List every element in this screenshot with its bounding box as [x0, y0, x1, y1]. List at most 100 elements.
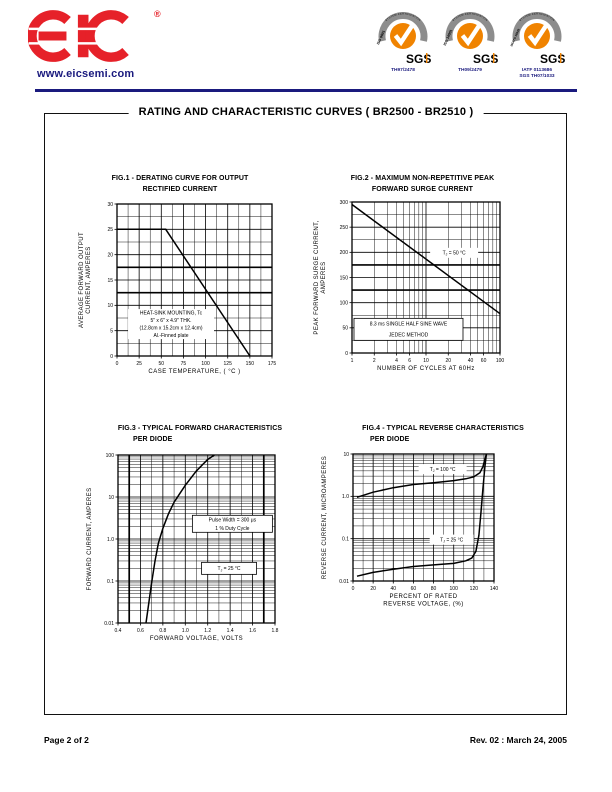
fig2-title-line2: FORWARD SURGE CURRENT	[371, 185, 474, 193]
svg-text:50: 50	[342, 326, 348, 332]
header-divider	[35, 89, 577, 92]
svg-text:NUMBER OF CYCLES AT 60Hz: NUMBER OF CYCLES AT 60Hz	[377, 366, 475, 372]
svg-text:0: 0	[352, 586, 355, 592]
svg-text:4: 4	[395, 358, 398, 364]
svg-text:0.1: 0.1	[107, 579, 114, 585]
fig4-title-line1: FIG.4 - TYPICAL REVERSE CHARACTERISTICS	[362, 425, 524, 432]
svg-text:0: 0	[116, 361, 119, 367]
svg-text:0.01: 0.01	[104, 621, 114, 627]
svg-text:AMPERES: AMPERES	[321, 261, 327, 293]
svg-text:PERCENT OF RATED: PERCENT OF RATED	[389, 594, 457, 600]
svg-text:1.0: 1.0	[182, 628, 189, 634]
page-number: Page 2 of 2	[44, 735, 89, 745]
eic-logo	[28, 10, 138, 62]
svg-text:AVERAGE FORWARD OUTPUT: AVERAGE FORWARD OUTPUT	[79, 232, 85, 328]
svg-text:CURRENT, AMPERES: CURRENT, AMPERES	[86, 246, 92, 313]
svg-text:60: 60	[411, 586, 417, 592]
fig4-reverse-characteristics-chart: TJ = 100 °C TJ = 25 °C 0 20 40 60 80 100 120 140 0…	[322, 452, 499, 608]
svg-text:10: 10	[343, 452, 349, 458]
svg-text:40: 40	[468, 358, 474, 364]
fig1-derating-chart: HEAT-SINK MOUNTING, Tc5" x 6" x 4.9" THK…	[79, 202, 277, 375]
svg-text:60: 60	[481, 358, 487, 364]
svg-text:ISO 14001: ISO 14001	[443, 29, 454, 46]
svg-text:1.0: 1.0	[107, 537, 114, 543]
svg-text:0.4: 0.4	[115, 628, 122, 634]
sgs-badge-iso-ts16949: SYSTEM CERTIFICATION ISO/TS 16949 SGS IATF…	[506, 5, 568, 80]
badge-caption: TH97/2478	[391, 68, 415, 73]
svg-text:200: 200	[340, 250, 349, 256]
svg-text:6: 6	[408, 358, 411, 364]
svg-text:1.0: 1.0	[342, 494, 349, 500]
svg-text:20: 20	[370, 586, 376, 592]
svg-text:100: 100	[450, 586, 459, 592]
svg-text:5: 5	[110, 328, 113, 334]
svg-text:175: 175	[268, 361, 277, 367]
svg-text:0: 0	[110, 354, 113, 360]
sgs-badge-iso9001: SYSTEM CERTIFICATION ISO 9001 SGS TH97/247…	[372, 5, 434, 74]
svg-text:1.4: 1.4	[227, 628, 234, 634]
svg-text:75: 75	[181, 361, 187, 367]
svg-text:SGS: SGS	[473, 52, 498, 66]
svg-text:100: 100	[340, 300, 349, 306]
svg-text:SGS: SGS	[540, 52, 565, 66]
svg-text:0.01: 0.01	[339, 579, 349, 585]
svg-text:80: 80	[431, 586, 437, 592]
svg-text:10: 10	[108, 495, 114, 501]
svg-text:300: 300	[340, 200, 349, 206]
svg-text:JEDEC METHOD: JEDEC METHOD	[389, 333, 429, 339]
svg-text:50: 50	[159, 361, 165, 367]
fig3-title-line1: FIG.3 - TYPICAL FORWARD CHARACTERISTICS	[117, 425, 283, 432]
svg-text:30: 30	[107, 202, 113, 208]
fig2-title: FIG.2 - MAXIMUM NON-REPETITIVE PEAK FORW…	[320, 174, 525, 195]
svg-text:CASE TEMPERATURE, ( °C ): CASE TEMPERATURE, ( °C )	[148, 369, 240, 375]
svg-text:REVERSE VOLTAGE, (%): REVERSE VOLTAGE, (%)	[383, 602, 463, 608]
website-url: www.eicsemi.com	[37, 68, 135, 80]
badge-caption: SGS TH07/1033	[519, 73, 555, 79]
badge-caption: IATF 0113686	[521, 68, 553, 73]
svg-text:TJ = 25 °C: TJ = 25 °C	[218, 566, 241, 572]
svg-text:10: 10	[107, 303, 113, 309]
svg-text:FORWARD VOLTAGE, VOLTS: FORWARD VOLTAGE, VOLTS	[150, 636, 243, 642]
svg-text:TJ = 100 °C: TJ = 100 °C	[430, 467, 456, 473]
fig2-title-line1: FIG.2 - MAXIMUM NON-REPETITIVE PEAK	[350, 175, 495, 182]
svg-text:150: 150	[246, 361, 255, 367]
fig3-title-line2: PER DIODE	[133, 435, 173, 443]
svg-text:100: 100	[201, 361, 210, 367]
svg-text:125: 125	[224, 361, 233, 367]
svg-text:REVERSE CURRENT, MICROAMPERES: REVERSE CURRENT, MICROAMPERES	[322, 456, 328, 579]
svg-text:2: 2	[373, 358, 376, 364]
svg-text:1.8: 1.8	[272, 628, 279, 634]
svg-text:15: 15	[107, 278, 113, 284]
svg-text:20: 20	[445, 358, 451, 364]
svg-text:PEAK FORWARD SURGE CURRENT,: PEAK FORWARD SURGE CURRENT,	[314, 220, 320, 334]
svg-text:1.6: 1.6	[249, 628, 256, 634]
svg-text:TJ = 25 °C: TJ = 25 °C	[440, 537, 463, 543]
svg-text:10: 10	[423, 358, 429, 364]
svg-text:25: 25	[107, 227, 113, 233]
svg-text:SGS: SGS	[406, 52, 431, 66]
sgs-badge-iso14001: SYSTEM CERTIFICATION ISO 14001 SGS TH09/24…	[439, 5, 501, 74]
svg-text:(12.8cm x 15.2cm x 12.4cm): (12.8cm x 15.2cm x 12.4cm)	[139, 326, 202, 332]
revision-date: Rev. 02 : March 24, 2005	[469, 735, 567, 745]
svg-text:1: 1	[351, 358, 354, 364]
svg-text:120: 120	[470, 586, 479, 592]
fig1-title: FIG.1 - DERATING CURVE FOR OUTPUT RECTIF…	[80, 174, 280, 195]
svg-text:0.1: 0.1	[342, 536, 349, 542]
svg-text:Pulse Width = 300 μs: Pulse Width = 300 μs	[209, 517, 257, 523]
svg-text:0.8: 0.8	[159, 628, 166, 634]
svg-text:ISO 9001: ISO 9001	[376, 30, 386, 46]
svg-text:FORWARD CURRENT, AMPERES: FORWARD CURRENT, AMPERES	[87, 488, 93, 591]
svg-text:150: 150	[340, 275, 349, 281]
svg-text:25: 25	[136, 361, 142, 367]
badge-caption: TH09/2479	[458, 68, 482, 73]
svg-text:100: 100	[496, 358, 505, 364]
svg-text:5" x 6" x 4.9" THK.: 5" x 6" x 4.9" THK.	[150, 318, 191, 324]
fig4-title: FIG.4 - TYPICAL REVERSE CHARACTERISTICS …	[340, 424, 546, 445]
fig1-title-line2: RECTIFIED CURRENT	[142, 185, 218, 193]
svg-text:100: 100	[106, 453, 115, 459]
fig2-surge-current-chart: TJ = 50 °C 8.3 ms SINGLE HALF SINE WAVE JE…	[314, 200, 505, 372]
svg-text:140: 140	[490, 586, 499, 592]
